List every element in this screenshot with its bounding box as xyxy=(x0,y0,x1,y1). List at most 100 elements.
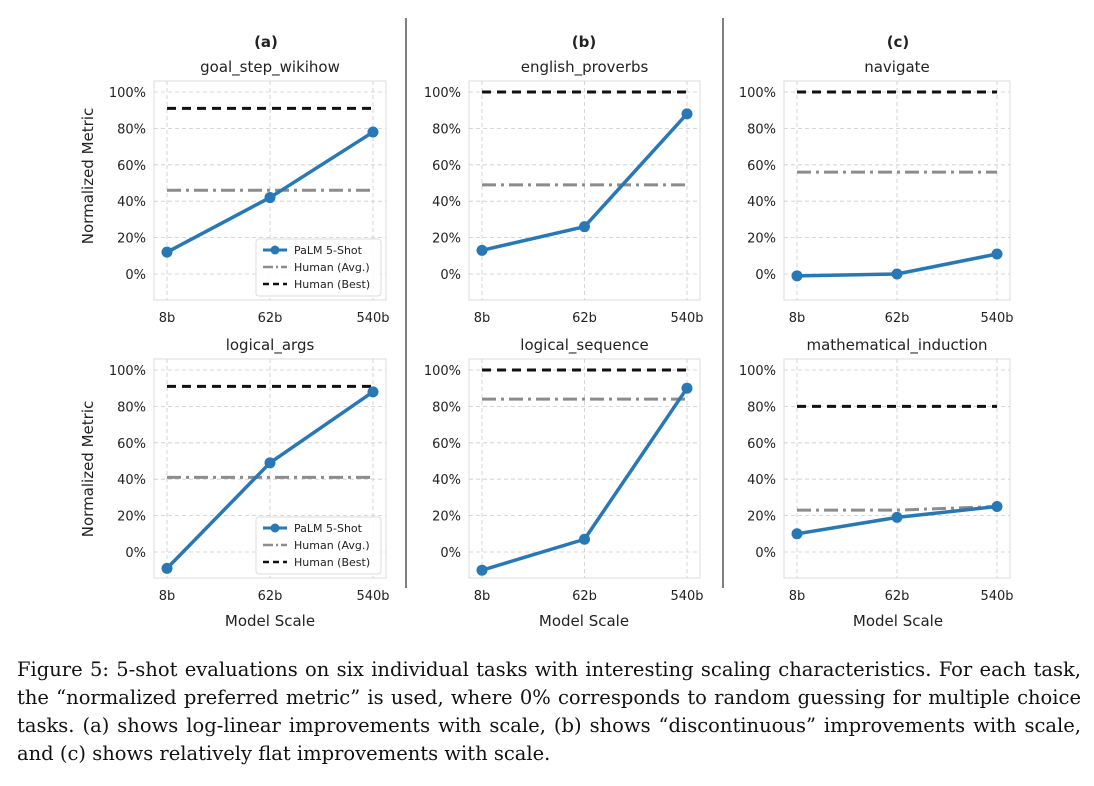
y-tick-label: 80% xyxy=(117,400,146,415)
data-point xyxy=(367,386,379,398)
x-tick-label: 62b xyxy=(258,311,283,326)
data-point xyxy=(367,126,379,138)
data-point xyxy=(891,511,903,523)
data-point xyxy=(991,248,1003,260)
data-point xyxy=(891,268,903,280)
y-axis-label: Normalized Metric xyxy=(79,401,97,537)
plot-frame xyxy=(468,358,701,579)
y-tick-label: 40% xyxy=(747,195,776,210)
y-tick-label: 60% xyxy=(432,437,461,452)
y-tick-label: 100% xyxy=(424,86,461,101)
plot-frame xyxy=(783,80,1011,301)
data-point xyxy=(476,564,488,576)
y-tick-label: 20% xyxy=(117,510,146,525)
legend-label: Human (Avg.) xyxy=(294,539,370,552)
column-label-c: (c) xyxy=(886,33,910,51)
y-tick-label: 20% xyxy=(432,232,461,247)
y-tick-label: 60% xyxy=(117,159,146,174)
subplot-goal-step-wikihow: 0% 20% 40% 60% 80% 100% 8b 62b 540b goal_step_wik… xyxy=(109,58,390,326)
subplot-title: mathematical_induction xyxy=(806,336,987,355)
y-tick-label: 80% xyxy=(747,122,776,137)
legend-label: Human (Best) xyxy=(294,278,370,291)
subplot-navigate: 0% 20% 40% 60% 80% 100% 8b 62b 540b navigate xyxy=(739,58,1014,326)
legend-label: PaLM 5-Shot xyxy=(294,244,363,257)
data-point xyxy=(991,501,1003,512)
data-point xyxy=(579,533,590,545)
subplot-title: english_proverbs xyxy=(521,58,649,77)
data-point xyxy=(791,528,803,540)
y-tick-label: 0% xyxy=(125,546,146,561)
y-tick-label: 40% xyxy=(432,473,461,488)
data-point xyxy=(579,221,590,233)
legend-box xyxy=(255,238,382,297)
y-tick-label: 100% xyxy=(109,86,146,101)
y-tick-label: 100% xyxy=(109,364,146,379)
y-tick-label: 60% xyxy=(747,437,776,452)
y-tick-label: 80% xyxy=(432,122,461,137)
subplot-logical-args: 0% 20% 40% 60% 80% 100% 8b 62b 540b logical_args P… xyxy=(109,336,390,604)
y-tick-label: 40% xyxy=(747,473,776,488)
x-axis-label: Model Scale xyxy=(225,612,315,630)
subplot-english-proverbs: 0% 20% 40% 60% 80% 100% 8b 62b 540b english_prove… xyxy=(424,58,704,326)
legend-label: Human (Avg.) xyxy=(294,261,370,274)
x-tick-label: 540b xyxy=(356,589,389,604)
y-tick-label: 0% xyxy=(125,268,146,283)
legend-marker xyxy=(270,523,280,533)
y-tick-label: 100% xyxy=(739,86,776,101)
legend: PaLM 5-Shot Human (Avg.) Human (Best) xyxy=(255,238,382,297)
x-tick-label: 62b xyxy=(572,589,597,604)
y-tick-label: 80% xyxy=(747,400,776,415)
y-tick-label: 0% xyxy=(755,268,776,283)
x-axis-label: Model Scale xyxy=(853,612,943,630)
x-tick-label: 8b xyxy=(159,311,176,326)
y-tick-label: 40% xyxy=(117,195,146,210)
y-tick-label: 80% xyxy=(432,400,461,415)
plot-frame xyxy=(783,358,1011,579)
x-tick-label: 8b xyxy=(789,311,806,326)
data-point xyxy=(791,270,803,282)
x-tick-label: 62b xyxy=(572,311,597,326)
data-point xyxy=(681,382,693,394)
y-tick-label: 0% xyxy=(440,546,461,561)
x-tick-label: 62b xyxy=(885,311,910,326)
subplot-title: goal_step_wikihow xyxy=(200,58,340,77)
x-tick-label: 62b xyxy=(258,589,283,604)
plot-frame xyxy=(468,80,701,301)
y-tick-label: 60% xyxy=(747,159,776,174)
subplot-mathematical-induction: 0% 20% 40% 60% 80% 100% 8b 62b 540b mathematical_… xyxy=(739,336,1014,604)
x-tick-label: 8b xyxy=(159,589,176,604)
subplot-title: logical_args xyxy=(226,336,315,355)
x-tick-label: 540b xyxy=(356,311,389,326)
legend-marker xyxy=(270,245,280,255)
subplot-logical-sequence: 0% 20% 40% 60% 80% 100% 8b 62b 540b logical_seque… xyxy=(424,336,704,604)
y-tick-label: 80% xyxy=(117,122,146,137)
data-point xyxy=(161,562,173,574)
y-tick-label: 0% xyxy=(755,546,776,561)
y-tick-label: 20% xyxy=(747,232,776,247)
y-axis-label: Normalized Metric xyxy=(79,108,97,244)
y-tick-label: 40% xyxy=(117,473,146,488)
y-tick-label: 20% xyxy=(747,510,776,525)
subplot-title: logical_sequence xyxy=(520,336,648,355)
column-label-a: (a) xyxy=(254,33,278,51)
x-axis-label: Model Scale xyxy=(539,612,629,630)
data-point xyxy=(264,457,276,469)
subplot-title: navigate xyxy=(864,58,930,76)
y-tick-label: 60% xyxy=(117,437,146,452)
chart-grid: Normalized Metric Normalized Metric Model … xyxy=(79,18,1014,630)
legend-box xyxy=(255,516,382,575)
y-tick-label: 100% xyxy=(739,364,776,379)
x-tick-label: 540b xyxy=(670,311,703,326)
data-point xyxy=(681,108,693,120)
column-label-b: (b) xyxy=(571,33,597,51)
x-tick-label: 8b xyxy=(474,589,491,604)
x-tick-label: 8b xyxy=(789,589,806,604)
x-tick-label: 540b xyxy=(980,589,1013,604)
y-tick-label: 60% xyxy=(432,159,461,174)
y-tick-label: 20% xyxy=(432,510,461,525)
data-point xyxy=(264,192,276,204)
x-tick-label: 540b xyxy=(980,311,1013,326)
series-line-human-avg xyxy=(797,505,998,512)
y-tick-label: 100% xyxy=(424,364,461,379)
data-point xyxy=(161,246,173,258)
